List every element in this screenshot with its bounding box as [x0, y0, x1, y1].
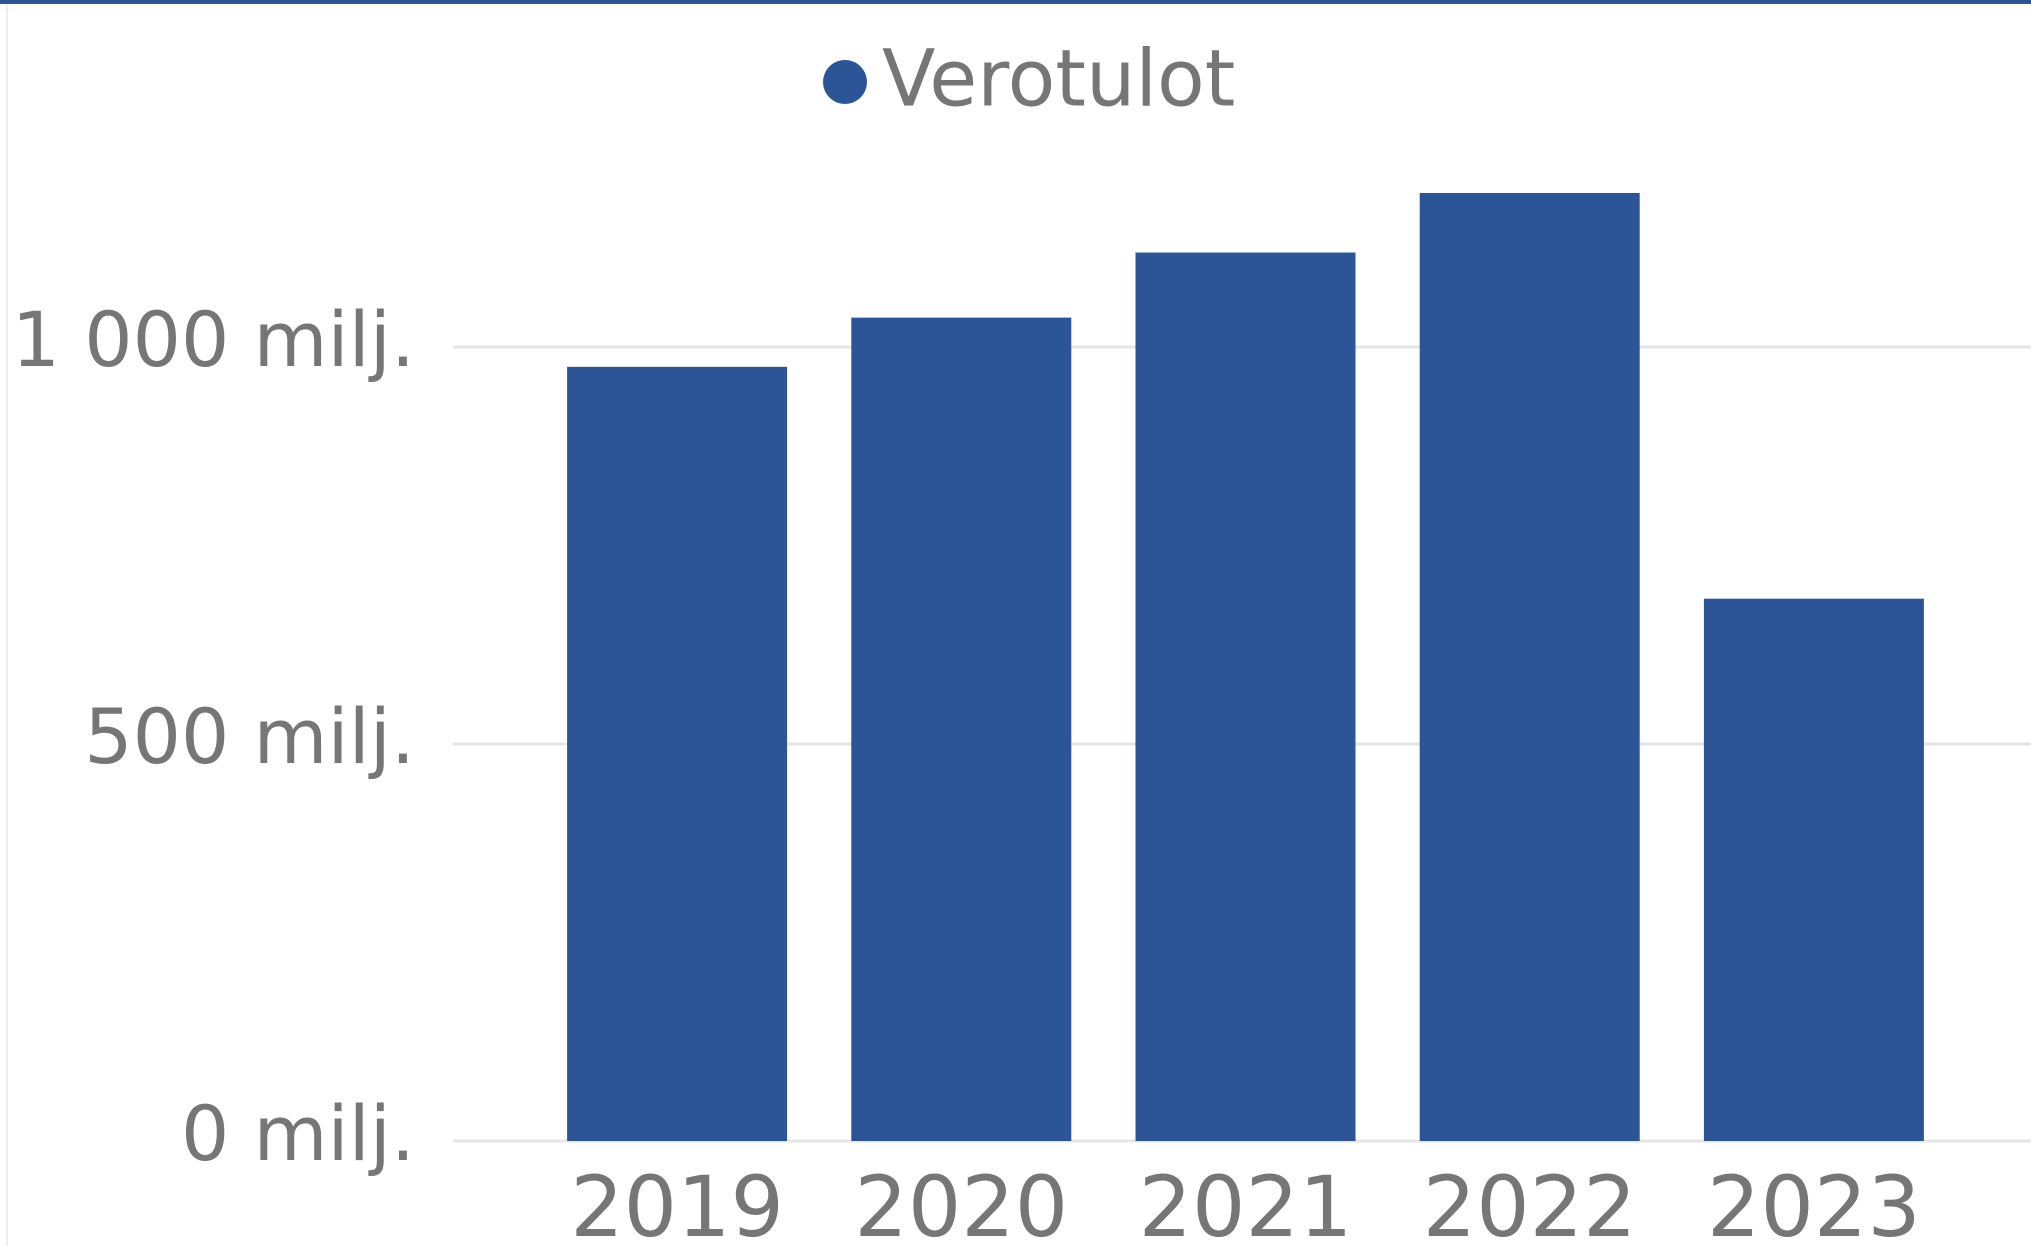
x-tick-label: 2021: [1139, 1158, 1353, 1246]
y-tick-label: 1 000 milj.: [12, 295, 415, 384]
x-tick-label: 2020: [854, 1158, 1068, 1246]
x-tick-label: 2022: [1423, 1158, 1637, 1246]
x-tick-label: 2019: [570, 1158, 784, 1246]
legend-label: Verotulot: [882, 34, 1235, 124]
x-tick-label: 2023: [1707, 1158, 1921, 1246]
bar: [851, 317, 1072, 1141]
bar: [1135, 252, 1356, 1141]
bar: [567, 366, 788, 1142]
left-border: [6, 4, 8, 1246]
legend-marker: [823, 60, 867, 104]
bar: [1419, 192, 1640, 1142]
top-border: [0, 0, 2031, 4]
y-tick-label: 0 milj.: [181, 1089, 415, 1178]
y-tick-label: 500 milj.: [84, 692, 415, 781]
bar: [1703, 598, 1924, 1141]
